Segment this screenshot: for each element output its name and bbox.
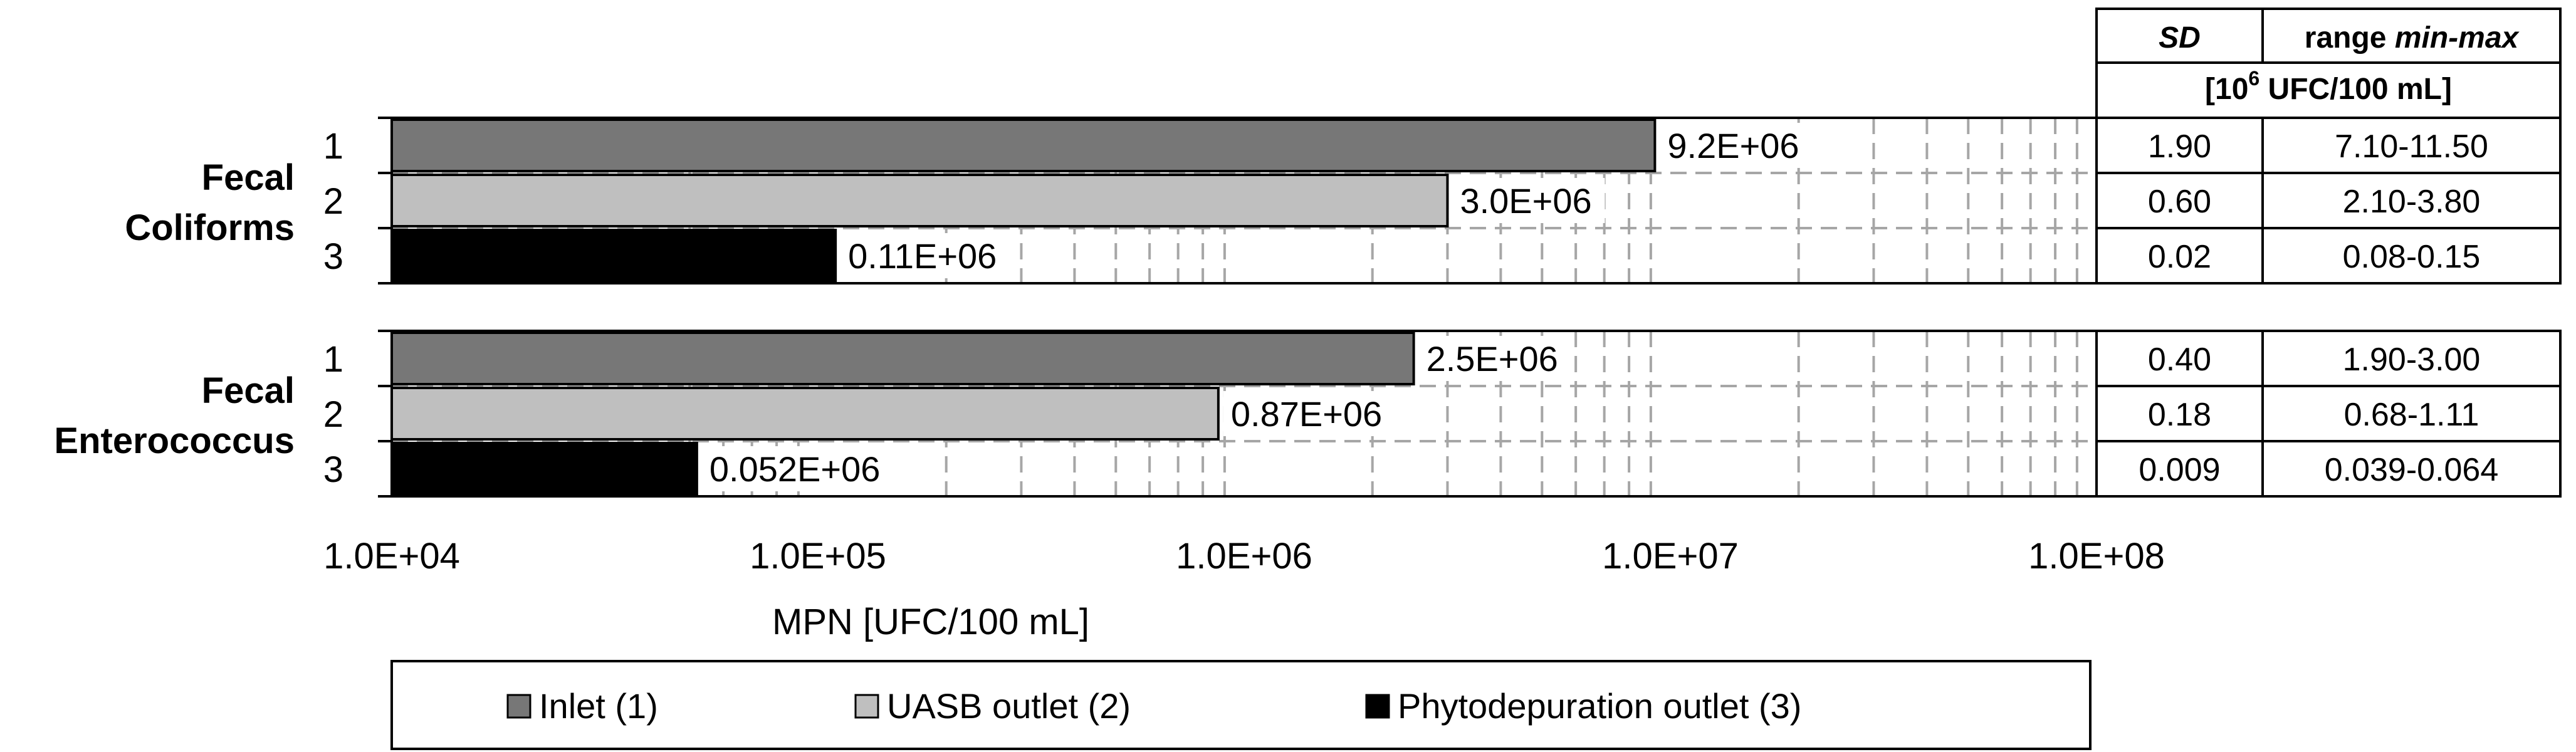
legend-frame xyxy=(390,660,2092,750)
table-cell-range: 0.08-0.15 xyxy=(2343,239,2481,275)
legend-label: Phytodepuration outlet (3) xyxy=(1398,686,1801,726)
bar xyxy=(390,387,1220,441)
legend-label: UASB outlet (2) xyxy=(887,686,1131,726)
table-body-frame xyxy=(2095,330,2562,498)
x-tick-label: 1.0E+06 xyxy=(1176,536,1312,577)
legend-swatch xyxy=(854,694,879,719)
bar-layer: 9.2E+06 3.0E+06 0.11E+06 2.5E+06 0.87E+06 0.0… xyxy=(390,118,1813,496)
x-tick-label: 1.0E+08 xyxy=(2028,536,2165,577)
data-label-background xyxy=(1452,178,1605,223)
table-cell-range: 0.039-0.064 xyxy=(2325,452,2499,488)
data-label-background xyxy=(1660,123,1813,168)
bar xyxy=(390,332,1415,385)
table-cell-sd: 0.60 xyxy=(2148,184,2211,220)
data-label: 0.052E+06 xyxy=(709,449,880,489)
x-tick-label: 1.0E+04 xyxy=(323,536,460,577)
row-label: 1 xyxy=(323,339,343,380)
table-cell-range: 1.90-3.00 xyxy=(2343,342,2481,378)
legend: Inlet (1) UASB outlet (2) Phytodepuration … xyxy=(390,660,2092,750)
table-cell-sd: 0.02 xyxy=(2148,239,2211,275)
table-cell-range: 2.10-3.80 xyxy=(2343,184,2481,220)
legend-label: Inlet (1) xyxy=(539,686,658,726)
table-cell-sd: 0.18 xyxy=(2148,397,2211,433)
legend-swatch xyxy=(1365,694,1390,719)
axis-layer: 1 2 3 Fecal Coliforms 1 2 3 Fecal Enterococcus 1.0… xyxy=(54,117,2165,577)
data-label-background xyxy=(1418,336,1571,381)
data-label: 9.2E+06 xyxy=(1667,126,1799,165)
data-label-background xyxy=(1223,391,1395,436)
table-unit-header: [106 UFC/100 mL] xyxy=(2205,67,2452,106)
table-header-range: range min-max xyxy=(2305,21,2520,55)
x-tick-label: 1.0E+07 xyxy=(1602,536,1739,577)
data-label: 3.0E+06 xyxy=(1460,181,1591,221)
data-label-background xyxy=(701,446,893,491)
group-label: Fecal xyxy=(202,370,295,411)
table-cell-range: 0.68-1.11 xyxy=(2344,397,2479,433)
table-cell-range: 7.10-11.50 xyxy=(2335,128,2488,165)
table-body-frame xyxy=(2095,117,2562,285)
table-cell-sd: 0.009 xyxy=(2139,452,2220,488)
data-label: 0.87E+06 xyxy=(1231,394,1382,434)
x-tick-label: 1.0E+05 xyxy=(750,536,886,577)
bar xyxy=(390,229,837,283)
table-cell-sd: 1.90 xyxy=(2148,128,2211,165)
table-header-sd: SD xyxy=(2159,21,2201,55)
data-label: 0.11E+06 xyxy=(848,236,997,276)
row-label: 3 xyxy=(323,449,343,490)
data-label-background xyxy=(840,233,1013,278)
x-axis-title: MPN [UFC/100 mL] xyxy=(772,602,1089,642)
legend-swatch xyxy=(506,694,531,719)
data-table: SD range min-max [106 UFC/100 mL] 1.90 7.10-… xyxy=(2095,8,2562,498)
group-label: Fecal xyxy=(202,157,295,198)
table-cell-sd: 0.40 xyxy=(2148,342,2211,378)
row-label: 3 xyxy=(323,236,343,277)
bar xyxy=(390,118,1657,172)
bar xyxy=(390,174,1449,227)
row-label: 2 xyxy=(323,181,343,222)
group-label: Enterococcus xyxy=(54,420,295,461)
bar xyxy=(390,442,698,496)
row-label: 2 xyxy=(323,394,343,435)
group-label: Coliforms xyxy=(125,207,295,248)
row-label: 1 xyxy=(323,126,343,167)
data-label: 2.5E+06 xyxy=(1427,339,1558,379)
